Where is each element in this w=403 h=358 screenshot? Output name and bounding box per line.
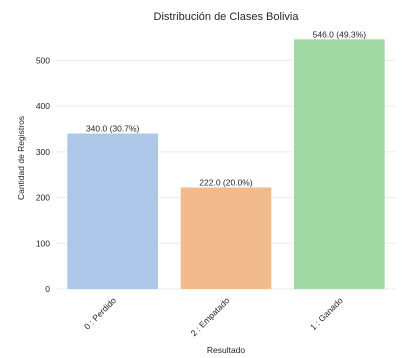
y-tick-label: 500 — [36, 55, 50, 65]
bars — [67, 39, 385, 289]
x-tick-label: 2 : Empatado — [189, 295, 232, 338]
bar — [180, 187, 272, 289]
y-tick-label: 400 — [36, 101, 50, 111]
x-tick-label: 0 : Perdido — [82, 295, 118, 331]
x-axis-label: Resultado — [207, 345, 246, 355]
bar — [67, 133, 158, 289]
x-tick-label: 1 : Ganado — [308, 295, 345, 332]
y-tick-label: 300 — [36, 147, 50, 157]
y-tick-label: 200 — [36, 193, 50, 203]
y-axis-ticks: 0 100 200 300 400 500 — [36, 55, 50, 294]
chart-title: Distribución de Clases Bolivia — [154, 11, 300, 23]
bar — [294, 39, 385, 289]
y-tick-label: 0 — [45, 284, 50, 294]
bar-data-label: 222.0 (20.0%) — [199, 177, 253, 187]
bar-data-label: 340.0 (30.7%) — [86, 124, 140, 134]
y-tick-label: 100 — [36, 238, 50, 248]
y-axis-label: Cantidad de Registros — [16, 116, 26, 200]
x-axis-ticks: 0 : Perdido 2 : Empatado 1 : Ganado — [82, 295, 345, 338]
bar-data-label: 546.0 (49.3%) — [313, 29, 367, 39]
data-labels: 340.0 (30.7%) 222.0 (20.0%) 546.0 (49.3%) — [86, 29, 366, 187]
